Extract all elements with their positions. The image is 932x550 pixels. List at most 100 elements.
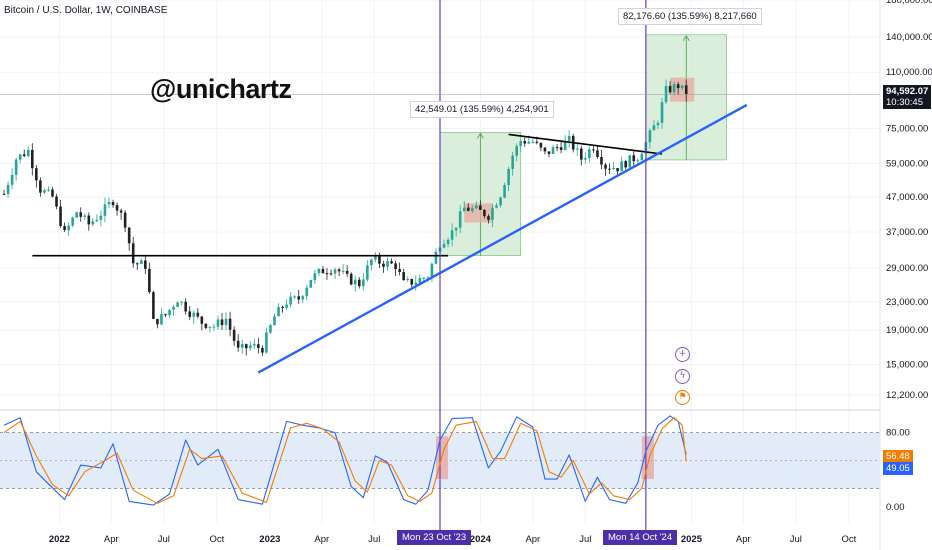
time-tick-label: Jul	[579, 534, 591, 545]
candle-body	[103, 204, 107, 216]
candle-body	[95, 219, 99, 222]
candle-body	[208, 326, 212, 328]
candle	[71, 216, 74, 228]
candle-body	[176, 302, 179, 307]
flash-icon[interactable]: ϟ	[675, 369, 690, 384]
candle	[30, 143, 34, 176]
candle	[499, 196, 502, 208]
candle	[192, 310, 196, 324]
candle	[26, 146, 30, 158]
candle-body	[422, 277, 426, 279]
price-tick-label: 19,000.00	[886, 325, 928, 336]
candle-body	[636, 160, 640, 162]
candle-body	[35, 168, 38, 181]
candle	[511, 151, 514, 176]
candle-body	[248, 345, 252, 349]
candle-body	[71, 217, 74, 226]
candle	[491, 203, 494, 227]
candle-body	[325, 273, 329, 275]
candle	[563, 135, 567, 151]
candle-body	[584, 157, 587, 160]
candle	[551, 144, 555, 155]
candle-body	[442, 244, 446, 248]
candle-body	[483, 209, 486, 217]
candle-body	[600, 157, 603, 165]
candle-body	[390, 261, 393, 264]
resistance-line-2024	[508, 133, 663, 155]
candle-body	[111, 202, 115, 206]
candle-body	[83, 215, 87, 217]
candle	[604, 162, 607, 176]
candle-body	[446, 239, 450, 245]
price-tick-label: 23,000.00	[886, 297, 928, 308]
candle-body	[39, 180, 42, 193]
candle-body	[261, 347, 264, 353]
candle	[265, 327, 268, 354]
candle	[495, 202, 498, 209]
candle-body	[212, 326, 216, 328]
candle	[418, 274, 422, 283]
price-candles	[2, 79, 688, 357]
candle-body	[362, 279, 365, 287]
candle-body	[535, 141, 539, 143]
candle-body	[394, 263, 397, 270]
candle-body	[51, 189, 54, 197]
candle	[612, 161, 615, 170]
candle-body	[273, 316, 276, 326]
candle-body	[139, 260, 143, 264]
candle-body	[321, 268, 325, 274]
candle	[559, 141, 563, 154]
candle-body	[656, 122, 660, 126]
candle	[216, 315, 220, 330]
date-tag-oct-2024: Mon 14 Oct '24	[603, 530, 678, 545]
candle-body	[269, 325, 272, 333]
candle	[684, 79, 688, 102]
flag-icon[interactable]: ⚑	[675, 390, 690, 405]
candle-body	[418, 278, 422, 283]
candle-body	[353, 279, 357, 285]
plus-circle-icon[interactable]: +	[675, 347, 690, 362]
chart-header-title: Bitcoin / U.S. Dollar, 1W, COINBASE	[4, 5, 168, 16]
candle-body	[624, 161, 627, 168]
oscillator-series-2	[3, 417, 687, 504]
candle-body	[14, 159, 18, 175]
candle-body	[184, 301, 187, 312]
candle	[135, 262, 139, 270]
candle-body	[123, 212, 127, 228]
candle	[232, 326, 236, 347]
candle-body	[59, 206, 62, 227]
candle-body	[341, 270, 345, 272]
candle-body	[200, 316, 204, 324]
candle-body	[664, 85, 668, 103]
candle-body	[6, 184, 10, 194]
candle-body	[63, 226, 66, 231]
candle-body	[398, 269, 401, 272]
osc-highlight-2	[641, 436, 654, 480]
candle	[414, 275, 418, 291]
candle-body	[410, 278, 414, 285]
candle-body	[660, 102, 664, 123]
candle	[555, 143, 559, 152]
candle-body	[676, 84, 680, 89]
candle-body	[135, 263, 139, 265]
candle-body	[466, 207, 470, 211]
candle-body	[652, 125, 656, 131]
time-tick-label: 2022	[49, 534, 70, 545]
candle-body	[592, 149, 595, 151]
candle	[212, 323, 216, 331]
price-tick-label: 75,000.00	[886, 123, 928, 134]
candle-body	[244, 344, 248, 349]
candle	[10, 168, 14, 190]
candle	[600, 150, 603, 170]
candle-body	[297, 296, 301, 300]
candle-body	[156, 318, 159, 325]
candle-body	[632, 155, 636, 162]
candle-body	[257, 344, 260, 348]
candle	[470, 205, 474, 214]
bar-countdown: 10:30:45	[886, 97, 923, 108]
candle	[253, 338, 256, 350]
candle	[273, 313, 276, 326]
last-price-label: 94,592.07 10:30:45	[883, 85, 932, 109]
candle	[309, 279, 313, 289]
